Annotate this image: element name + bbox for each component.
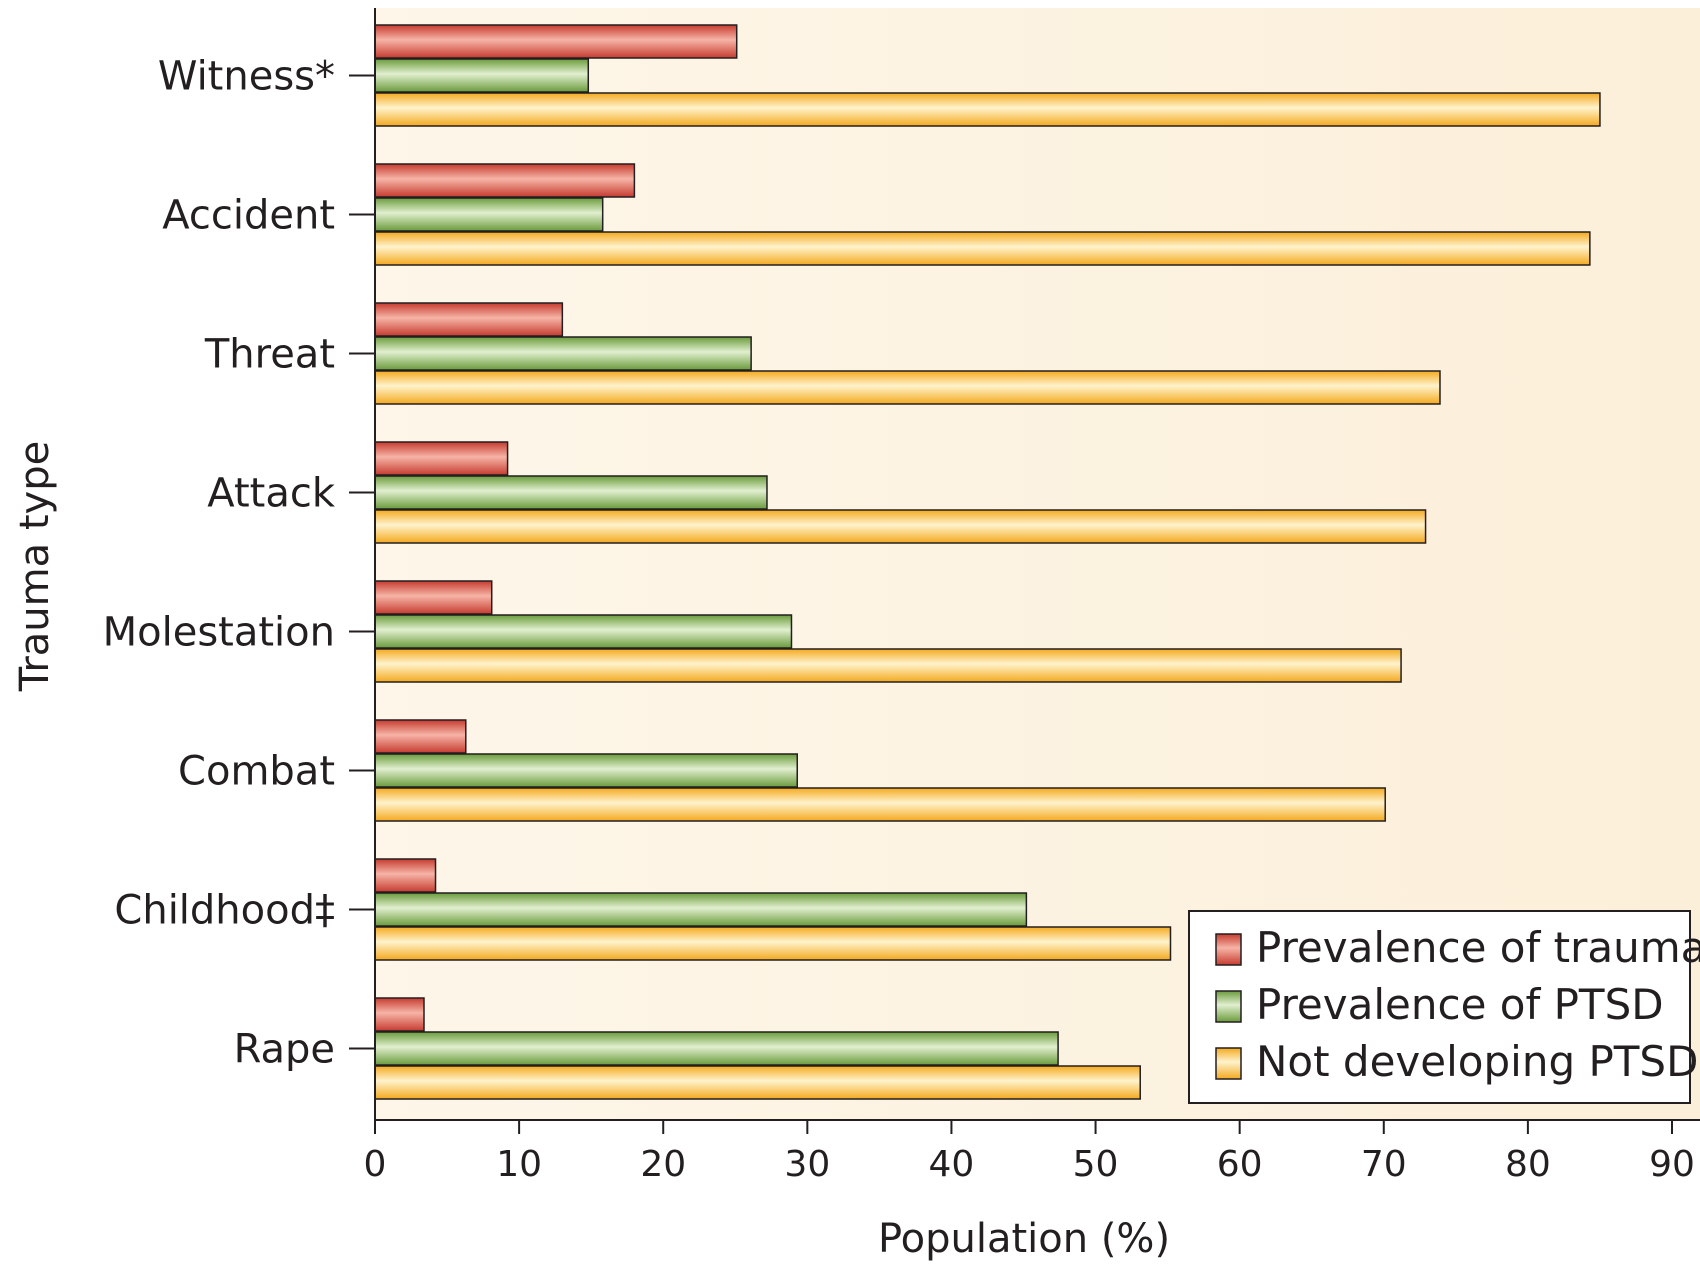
legend-box [1188,910,1691,1104]
category-label: Witness* [158,54,335,100]
category-label: Molestation [103,610,335,656]
category-label: Combat [178,749,335,795]
legend-label: Prevalence of PTSD [1256,980,1664,1029]
y-axis-title: Trauma type [12,441,58,692]
x-tick-label: 20 [640,1144,686,1185]
x-tick-label: 90 [1649,1144,1695,1185]
legend-swatch [1215,933,1242,966]
bar-prevalence-of-ptsd-1 [374,197,604,232]
category-label: Accident [162,193,335,239]
axes-layer [349,8,1700,1134]
category-label: Threat [204,332,335,378]
legend: Prevalence of trauma Prevalence of PTSD No… [1188,910,1700,1104]
bar-prevalence-of-trauma-2 [374,302,564,337]
bar-prevalence-of-ptsd-2 [374,336,752,371]
bar-prevalence-of-ptsd-6 [374,892,1028,927]
x-tick-label: 80 [1505,1144,1551,1185]
bar-not-developing-ptsd-4 [374,648,1402,683]
x-tick-label: 70 [1361,1144,1407,1185]
bar-not-developing-ptsd-1 [374,231,1591,266]
category-label: Rape [234,1027,335,1073]
bar-prevalence-of-trauma-4 [374,580,493,615]
bar-prevalence-of-trauma-7 [374,997,425,1032]
category-label: Childhood‡ [114,888,335,934]
bar-prevalence-of-ptsd-4 [374,614,793,649]
x-tick-labels: 0 10 20 30 40 50 60 70 80 90 [364,1144,1695,1185]
bar-prevalence-of-trauma-3 [374,441,509,476]
legend-label: Prevalence of trauma [1256,923,1700,972]
bar-not-developing-ptsd-7 [374,1065,1141,1100]
bar-prevalence-of-trauma-5 [374,719,467,754]
x-tick-label: 40 [929,1144,975,1185]
category-labels: Witness* Accident Threat Attack Molestation C… [103,54,336,1073]
bar-prevalence-of-ptsd-5 [374,753,798,788]
x-tick-label: 0 [364,1144,387,1185]
x-tick-label: 30 [784,1144,830,1185]
legend-swatch [1215,1047,1242,1080]
bar-prevalence-of-trauma-6 [374,858,437,893]
category-label: Attack [207,471,336,517]
x-tick-label: 50 [1073,1144,1119,1185]
bar-prevalence-of-ptsd-7 [374,1031,1059,1066]
bars-layer [374,24,1601,1100]
legend-items: Prevalence of trauma Prevalence of PTSD No… [1215,923,1700,1086]
bar-prevalence-of-ptsd-0 [374,58,590,93]
bar-not-developing-ptsd-3 [374,509,1427,544]
bar-not-developing-ptsd-6 [374,926,1172,961]
legend-label: Not developing PTSD [1256,1037,1698,1086]
bar-prevalence-of-trauma-0 [374,24,738,59]
bar-not-developing-ptsd-0 [374,92,1601,127]
legend-swatch [1215,990,1242,1023]
bar-not-developing-ptsd-5 [374,787,1386,822]
bar-prevalence-of-ptsd-3 [374,475,768,510]
x-axis-title: Population (%) [878,1216,1170,1262]
bar-prevalence-of-trauma-1 [374,163,636,198]
bar-not-developing-ptsd-2 [374,370,1441,405]
x-tick-label: 10 [496,1144,542,1185]
x-tick-label: 60 [1217,1144,1263,1185]
